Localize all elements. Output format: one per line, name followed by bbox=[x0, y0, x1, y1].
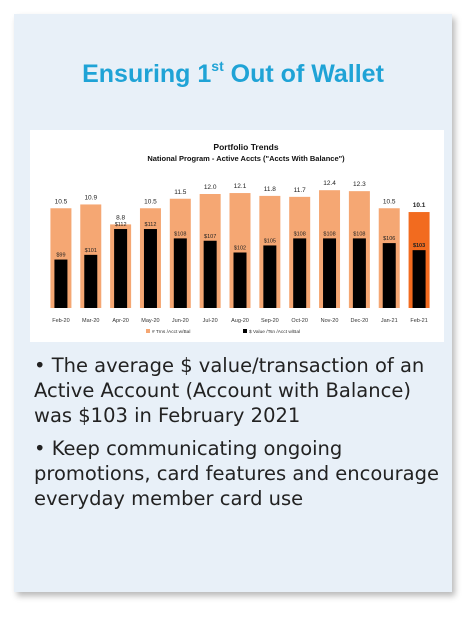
value-label-Oct-20: $108 bbox=[294, 231, 306, 237]
value-bar-Apr-20 bbox=[114, 229, 128, 308]
trns-label-Feb-21: 10.1 bbox=[413, 202, 426, 209]
x-tick-Apr-20: Apr-20 bbox=[112, 318, 129, 324]
x-tick-Aug-20: Aug-20 bbox=[231, 318, 249, 324]
x-tick-Feb-20: Feb-20 bbox=[52, 318, 69, 324]
trns-label-Jun-20: 11.5 bbox=[174, 189, 187, 196]
trns-label-Aug-20: 12.1 bbox=[234, 183, 247, 190]
value-bar-Oct-20 bbox=[293, 238, 307, 308]
trns-label-Mar-20: 10.9 bbox=[84, 194, 97, 201]
trns-label-Jul-20: 12.0 bbox=[204, 184, 217, 191]
trns-label-Nov-20: 12.4 bbox=[323, 180, 336, 187]
value-label-Feb-21: $103 bbox=[413, 243, 425, 249]
x-tick-Jun-20: Jun-20 bbox=[172, 318, 189, 324]
value-label-Aug-20: $102 bbox=[234, 246, 246, 252]
value-label-Sep-20: $105 bbox=[264, 238, 276, 244]
slide-title: Ensuring 1st Out of Wallet bbox=[14, 58, 452, 89]
bullet-average-value: • The average $ value/transaction of an … bbox=[34, 354, 425, 427]
value-bar-Aug-20 bbox=[233, 252, 247, 308]
trns-label-Apr-20: 8.8 bbox=[116, 214, 125, 221]
x-tick-Mar-20: Mar-20 bbox=[82, 318, 99, 324]
value-label-Dec-20: $108 bbox=[353, 231, 365, 237]
chart-title: Portfolio Trends bbox=[213, 142, 278, 152]
title-superscript: st bbox=[211, 58, 224, 74]
value-label-Apr-20: $112 bbox=[115, 222, 127, 228]
trns-label-Feb-20: 10.5 bbox=[55, 198, 68, 205]
value-label-Nov-20: $108 bbox=[323, 231, 335, 237]
x-tick-Feb-21: Feb-21 bbox=[410, 318, 427, 324]
x-tick-May-20: May-20 bbox=[141, 318, 159, 324]
value-label-May-20: $112 bbox=[145, 222, 157, 228]
legend-swatch-value bbox=[243, 329, 247, 333]
value-label-Jul-20: $107 bbox=[204, 234, 216, 240]
value-bar-Dec-20 bbox=[352, 238, 366, 308]
trns-label-Dec-20: 12.3 bbox=[353, 181, 366, 188]
trns-label-May-20: 10.5 bbox=[144, 198, 157, 205]
x-tick-Nov-20: Nov-20 bbox=[321, 318, 339, 324]
x-tick-Jan-21: Jan-21 bbox=[381, 318, 398, 324]
chart-panel: Portfolio Trends National Program - Activ… bbox=[30, 130, 444, 342]
legend-label-trns: # Trns /Acct w/Bal bbox=[152, 329, 190, 335]
slide: Ensuring 1st Out of Wallet Portfolio Tre… bbox=[14, 14, 452, 592]
value-label-Jan-21: $106 bbox=[383, 236, 395, 242]
value-bar-May-20 bbox=[143, 229, 157, 308]
value-bar-Jul-20 bbox=[203, 240, 217, 308]
x-tick-Jul-20: Jul-20 bbox=[203, 318, 218, 324]
value-label-Feb-20: $99 bbox=[56, 253, 65, 259]
value-bar-Sep-20 bbox=[263, 245, 277, 308]
bullet-list: • The average $ value/transaction of an … bbox=[34, 353, 444, 519]
value-label-Mar-20: $101 bbox=[85, 248, 97, 254]
x-tick-Sep-20: Sep-20 bbox=[261, 318, 279, 324]
trns-label-Jan-21: 10.5 bbox=[383, 198, 396, 205]
chart-subtitle: National Program - Active Accts ("Accts … bbox=[147, 154, 345, 163]
bullet-keep-communicating: • Keep communicating ongoing promotions,… bbox=[34, 437, 440, 510]
x-tick-Oct-20: Oct-20 bbox=[291, 318, 308, 324]
legend-swatch-trns bbox=[146, 329, 150, 333]
title-prefix: Ensuring 1 bbox=[82, 60, 212, 88]
title-suffix: Out of Wallet bbox=[223, 60, 384, 88]
value-bar-Mar-20 bbox=[84, 254, 98, 308]
value-label-Jun-20: $108 bbox=[174, 231, 186, 237]
value-bar-Nov-20 bbox=[323, 238, 337, 308]
value-bar-Feb-20 bbox=[54, 259, 68, 308]
value-bar-Feb-21 bbox=[412, 250, 426, 308]
value-bar-Jan-21 bbox=[382, 243, 396, 308]
portfolio-trends-chart: Portfolio Trends National Program - Activ… bbox=[50, 142, 430, 335]
x-tick-Dec-20: Dec-20 bbox=[351, 318, 369, 324]
legend-label-value: $ Value /Tsn /Acct w/Bal bbox=[249, 329, 300, 335]
value-bar-Jun-20 bbox=[173, 238, 187, 308]
trns-label-Sep-20: 11.8 bbox=[264, 186, 277, 193]
trns-label-Oct-20: 11.7 bbox=[294, 187, 307, 194]
